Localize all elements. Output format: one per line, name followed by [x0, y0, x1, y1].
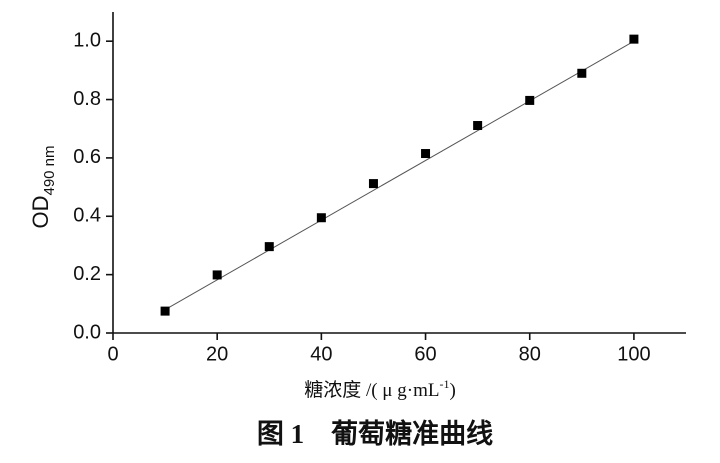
caption: 图 1 葡萄糖准曲线 — [257, 418, 493, 449]
point — [525, 95, 535, 105]
x-axis-label-sup: -1 — [439, 377, 449, 391]
y-tick-label: 1.0 — [73, 29, 101, 51]
y-tick-label: 0.8 — [73, 88, 101, 110]
point — [160, 306, 170, 316]
y-tick-label: 0.6 — [73, 146, 101, 168]
y-tick-label: 0.4 — [73, 205, 101, 227]
point — [316, 213, 326, 223]
point — [264, 242, 274, 252]
y-axis-label-main: OD — [28, 196, 53, 229]
x-tick-label: 60 — [414, 343, 436, 365]
x-axis-label-end: ) — [449, 380, 455, 401]
y-tick-label: 0.0 — [73, 321, 101, 343]
x-tick-label: 40 — [310, 343, 332, 365]
point — [212, 270, 222, 280]
x-tick-label: 100 — [617, 343, 650, 365]
x-tick-label: 0 — [107, 343, 118, 365]
point — [629, 34, 639, 44]
fit-line — [164, 40, 635, 311]
point — [473, 121, 483, 131]
x-axis-label: 糖浓度 /( μ g·mL-1) — [304, 377, 456, 402]
x-tick-label: 80 — [519, 343, 541, 365]
y-axis-label: OD490 nm — [28, 145, 59, 228]
point — [577, 68, 587, 78]
y-tick-label: 0.2 — [73, 263, 101, 285]
point — [421, 149, 431, 159]
x-tick-label: 20 — [206, 343, 228, 365]
point — [368, 179, 378, 189]
y-axis-label-sub: 490 nm — [41, 145, 58, 195]
x-axis-label-main: 糖浓度 /( μ g·mL — [304, 379, 439, 401]
